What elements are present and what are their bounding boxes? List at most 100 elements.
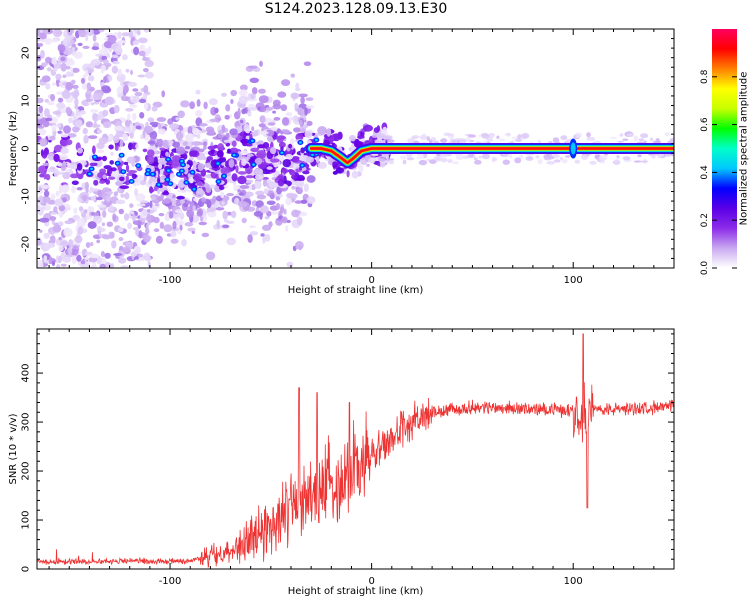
noise-blob: [112, 213, 117, 222]
signal-core: [151, 173, 155, 176]
noise-blob: [102, 109, 109, 117]
noise-blob: [407, 138, 415, 144]
noise-blob: [53, 144, 63, 153]
signal-core: [136, 164, 140, 167]
noise-blob: [184, 222, 194, 227]
noise-blob: [147, 209, 151, 213]
noise-blob: [132, 88, 139, 92]
noise-blob: [38, 195, 44, 204]
noise-blob: [164, 213, 171, 222]
noise-blob: [128, 29, 134, 38]
noise-blob: [63, 228, 73, 237]
noise-blob: [221, 201, 225, 206]
noise-blob: [297, 109, 304, 116]
noise-blob: [77, 147, 84, 154]
noise-blob: [305, 97, 314, 101]
noise-blob: [106, 172, 111, 176]
noise-blob: [86, 82, 91, 90]
signal-core: [177, 173, 181, 176]
noise-blob: [275, 203, 281, 210]
noise-blob: [285, 197, 292, 206]
noise-blob: [361, 137, 365, 143]
noise-blob: [282, 159, 292, 168]
noise-blob: [113, 253, 123, 256]
noise-blob: [187, 125, 193, 135]
noise-blob: [127, 81, 137, 87]
signal-core: [180, 160, 184, 163]
noise-blob: [346, 170, 350, 178]
noise-blob: [221, 161, 226, 166]
noise-blob: [86, 29, 94, 36]
noise-blob: [77, 226, 84, 235]
noise-blob: [60, 240, 69, 248]
noise-blob: [99, 180, 106, 184]
noise-blob: [474, 159, 482, 165]
snr-plot: [37, 333, 674, 569]
noise-blob: [157, 157, 168, 165]
noise-blob: [617, 140, 624, 143]
noise-blob: [136, 30, 141, 36]
noise-blob: [73, 207, 78, 214]
noise-blob: [280, 104, 288, 112]
noise-blob: [133, 46, 140, 56]
noise-blob: [203, 101, 208, 110]
noise-blob: [245, 128, 251, 134]
noise-blob: [129, 132, 134, 139]
noise-blob: [237, 171, 247, 175]
noise-blob: [184, 146, 191, 150]
noise-blob: [640, 133, 649, 139]
noise-blob: [300, 96, 305, 104]
noise-blob: [110, 167, 117, 172]
noise-blob: [207, 129, 215, 135]
noise-blob: [265, 129, 275, 137]
noise-blob: [335, 167, 345, 174]
noise-blob: [491, 156, 495, 163]
noise-blob: [269, 147, 277, 155]
noise-blob: [254, 157, 263, 165]
noise-blob: [44, 99, 49, 103]
noise-blob: [610, 136, 618, 139]
noise-blob: [377, 156, 387, 162]
noise-blob: [66, 59, 75, 66]
noise-blob: [125, 175, 129, 182]
noise-blob: [40, 49, 45, 59]
noise-blob: [172, 220, 177, 230]
noise-blob: [116, 189, 121, 193]
noise-blob: [256, 194, 267, 200]
noise-blob: [50, 94, 56, 102]
signal-core: [166, 158, 170, 161]
noise-blob: [58, 245, 64, 252]
noise-blob: [268, 122, 276, 126]
noise-blob: [120, 193, 125, 198]
noise-blob: [295, 177, 305, 181]
noise-blob: [85, 242, 91, 248]
noise-blob: [195, 189, 205, 196]
noise-blob: [101, 85, 111, 92]
noise-blob: [90, 109, 99, 113]
noise-blob: [140, 134, 144, 140]
noise-blob: [262, 179, 268, 187]
noise-blob: [299, 119, 303, 128]
noise-blob: [49, 216, 56, 221]
noise-blob: [108, 144, 114, 150]
noise-blob: [452, 161, 459, 165]
noise-blob: [402, 159, 407, 165]
noise-blob: [109, 160, 114, 165]
noise-blob: [137, 253, 144, 258]
noise-blob: [198, 221, 207, 226]
noise-blob: [351, 170, 359, 179]
noise-blob: [93, 101, 100, 105]
noise-blob: [247, 234, 253, 243]
noise-blob: [143, 125, 153, 134]
noise-blob: [216, 219, 220, 229]
noise-blob: [118, 257, 127, 264]
noise-blob: [303, 61, 312, 66]
noise-blob: [57, 221, 64, 226]
noise-blob: [613, 159, 621, 166]
noise-blob: [290, 92, 299, 100]
spectrogram-y-tick-label: 10: [21, 94, 32, 107]
noise-blob: [81, 212, 86, 218]
noise-blob: [121, 32, 130, 37]
noise-blob: [187, 227, 196, 232]
noise-blob: [222, 224, 230, 228]
